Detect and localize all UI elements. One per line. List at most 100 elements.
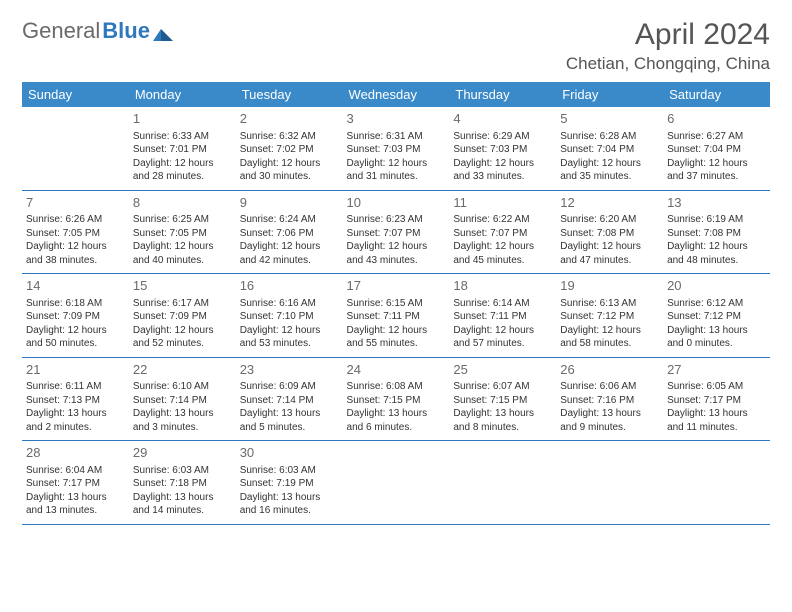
day-number: 27 [667,361,766,379]
calendar-day-cell: 4Sunrise: 6:29 AMSunset: 7:03 PMDaylight… [449,107,556,190]
sunset-line: Sunset: 7:06 PM [240,227,339,241]
daylight-line-2: and 35 minutes. [560,170,659,184]
sunrise-line: Sunrise: 6:05 AM [667,380,766,394]
calendar-day-cell [343,441,450,525]
daylight-line-1: Daylight: 12 hours [26,324,125,338]
sunrise-line: Sunrise: 6:14 AM [453,297,552,311]
calendar-day-cell: 7Sunrise: 6:26 AMSunset: 7:05 PMDaylight… [22,190,129,274]
day-number: 15 [133,277,232,295]
daylight-line-2: and 33 minutes. [453,170,552,184]
brand-logo: GeneralBlue [22,18,175,44]
sunset-line: Sunset: 7:11 PM [453,310,552,324]
sunrise-line: Sunrise: 6:31 AM [347,130,446,144]
calendar-day-cell [449,441,556,525]
calendar-day-cell: 2Sunrise: 6:32 AMSunset: 7:02 PMDaylight… [236,107,343,190]
daylight-line-2: and 57 minutes. [453,337,552,351]
calendar-day-cell: 29Sunrise: 6:03 AMSunset: 7:18 PMDayligh… [129,441,236,525]
daylight-line-1: Daylight: 13 hours [667,324,766,338]
sunset-line: Sunset: 7:05 PM [133,227,232,241]
sunset-line: Sunset: 7:07 PM [347,227,446,241]
daylight-line-2: and 6 minutes. [347,421,446,435]
weekday-header: Sunday [22,82,129,107]
daylight-line-1: Daylight: 13 hours [26,491,125,505]
day-number: 14 [26,277,125,295]
calendar-day-cell: 3Sunrise: 6:31 AMSunset: 7:03 PMDaylight… [343,107,450,190]
calendar-day-cell: 26Sunrise: 6:06 AMSunset: 7:16 PMDayligh… [556,357,663,441]
sunset-line: Sunset: 7:04 PM [667,143,766,157]
calendar-day-cell: 8Sunrise: 6:25 AMSunset: 7:05 PMDaylight… [129,190,236,274]
daylight-line-1: Daylight: 13 hours [667,407,766,421]
daylight-line-2: and 3 minutes. [133,421,232,435]
weekday-header: Friday [556,82,663,107]
day-number: 13 [667,194,766,212]
calendar-week-row: 7Sunrise: 6:26 AMSunset: 7:05 PMDaylight… [22,190,770,274]
sunset-line: Sunset: 7:17 PM [667,394,766,408]
day-number: 2 [240,110,339,128]
sunrise-line: Sunrise: 6:12 AM [667,297,766,311]
daylight-line-1: Daylight: 12 hours [667,240,766,254]
day-number: 5 [560,110,659,128]
daylight-line-1: Daylight: 12 hours [133,324,232,338]
day-number: 26 [560,361,659,379]
calendar-day-cell: 21Sunrise: 6:11 AMSunset: 7:13 PMDayligh… [22,357,129,441]
month-year-title: April 2024 [566,18,770,52]
sunrise-line: Sunrise: 6:13 AM [560,297,659,311]
weekday-header: Wednesday [343,82,450,107]
calendar-week-row: 1Sunrise: 6:33 AMSunset: 7:01 PMDaylight… [22,107,770,190]
calendar-body: 1Sunrise: 6:33 AMSunset: 7:01 PMDaylight… [22,107,770,524]
day-number: 22 [133,361,232,379]
daylight-line-1: Daylight: 13 hours [560,407,659,421]
calendar-week-row: 28Sunrise: 6:04 AMSunset: 7:17 PMDayligh… [22,441,770,525]
day-number: 19 [560,277,659,295]
daylight-line-1: Daylight: 13 hours [240,407,339,421]
day-number: 9 [240,194,339,212]
daylight-line-1: Daylight: 12 hours [667,157,766,171]
calendar-page: GeneralBlue April 2024 Chetian, Chongqin… [0,0,792,535]
daylight-line-2: and 14 minutes. [133,504,232,518]
sunrise-line: Sunrise: 6:09 AM [240,380,339,394]
daylight-line-1: Daylight: 13 hours [453,407,552,421]
location-text: Chetian, Chongqing, China [566,54,770,74]
sunset-line: Sunset: 7:08 PM [667,227,766,241]
sunrise-line: Sunrise: 6:03 AM [240,464,339,478]
weekday-header: Monday [129,82,236,107]
sunrise-line: Sunrise: 6:25 AM [133,213,232,227]
daylight-line-1: Daylight: 12 hours [133,240,232,254]
daylight-line-2: and 37 minutes. [667,170,766,184]
daylight-line-2: and 52 minutes. [133,337,232,351]
daylight-line-1: Daylight: 12 hours [453,240,552,254]
calendar-table: SundayMondayTuesdayWednesdayThursdayFrid… [22,82,770,525]
sunset-line: Sunset: 7:05 PM [26,227,125,241]
daylight-line-1: Daylight: 12 hours [347,324,446,338]
day-number: 28 [26,444,125,462]
daylight-line-1: Daylight: 13 hours [26,407,125,421]
daylight-line-2: and 5 minutes. [240,421,339,435]
daylight-line-2: and 16 minutes. [240,504,339,518]
sunrise-line: Sunrise: 6:28 AM [560,130,659,144]
daylight-line-1: Daylight: 12 hours [347,157,446,171]
sunset-line: Sunset: 7:14 PM [133,394,232,408]
sunrise-line: Sunrise: 6:11 AM [26,380,125,394]
sunrise-line: Sunrise: 6:27 AM [667,130,766,144]
daylight-line-2: and 45 minutes. [453,254,552,268]
day-number: 20 [667,277,766,295]
daylight-line-1: Daylight: 12 hours [560,240,659,254]
day-number: 6 [667,110,766,128]
calendar-day-cell: 11Sunrise: 6:22 AMSunset: 7:07 PMDayligh… [449,190,556,274]
calendar-day-cell: 23Sunrise: 6:09 AMSunset: 7:14 PMDayligh… [236,357,343,441]
day-number: 10 [347,194,446,212]
day-number: 25 [453,361,552,379]
calendar-week-row: 14Sunrise: 6:18 AMSunset: 7:09 PMDayligh… [22,274,770,358]
sunrise-line: Sunrise: 6:26 AM [26,213,125,227]
sunrise-line: Sunrise: 6:20 AM [560,213,659,227]
sunset-line: Sunset: 7:15 PM [453,394,552,408]
calendar-day-cell [22,107,129,190]
sunset-line: Sunset: 7:03 PM [453,143,552,157]
sunset-line: Sunset: 7:17 PM [26,477,125,491]
calendar-day-cell: 24Sunrise: 6:08 AMSunset: 7:15 PMDayligh… [343,357,450,441]
daylight-line-1: Daylight: 12 hours [347,240,446,254]
day-number: 4 [453,110,552,128]
daylight-line-2: and 43 minutes. [347,254,446,268]
daylight-line-2: and 55 minutes. [347,337,446,351]
sunset-line: Sunset: 7:02 PM [240,143,339,157]
